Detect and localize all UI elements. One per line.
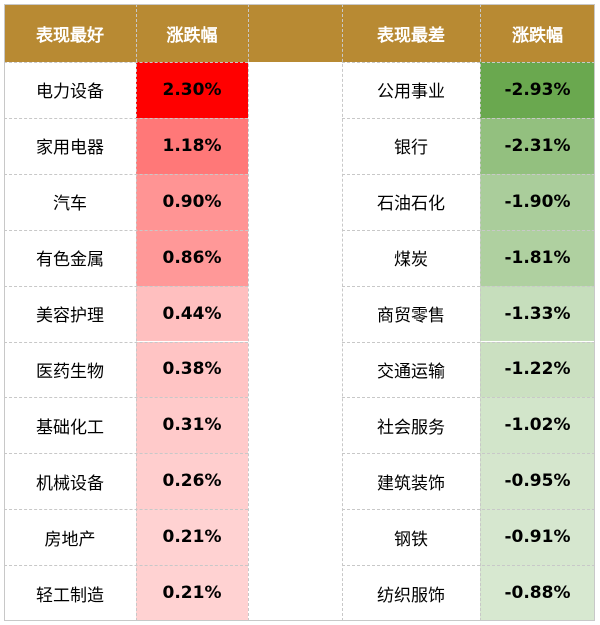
worst-industry: 纺织服饰: [377, 585, 445, 606]
best-industry: 美容护理: [36, 306, 104, 327]
best-industry: 家用电器: [36, 138, 104, 159]
worst-change-value: -1.81%: [480, 229, 595, 286]
header-best-change: 涨跌幅: [166, 25, 218, 46]
header-best: 表现最好: [36, 25, 104, 46]
header-band: [4, 4, 595, 62]
best-industry: 医药生物: [36, 361, 104, 382]
best-industry: 房地产: [44, 529, 96, 550]
worst-change-value: -0.95%: [480, 453, 595, 510]
best-change-value: 0.26%: [136, 453, 248, 510]
performance-table: 表现最好 涨跌幅 表现最差 涨跌幅电力设备 2.30% 家用电器 1.18% 汽车 0.90% 有…: [4, 4, 595, 621]
best-change-value: 0.90%: [136, 173, 248, 230]
worst-change-value: -1.33%: [480, 285, 595, 342]
worst-change-value: -0.91%: [480, 509, 595, 566]
column-divider: [248, 4, 249, 621]
worst-industry: 煤炭: [394, 250, 428, 271]
best-industry: 机械设备: [36, 473, 104, 494]
header-worst: 表现最差: [377, 25, 445, 46]
best-change-value: 0.44%: [136, 285, 248, 342]
worst-change-value: -0.88%: [480, 565, 595, 621]
best-industry: 有色金属: [36, 250, 104, 271]
best-change-value: 0.86%: [136, 229, 248, 286]
best-change-value: 1.18%: [136, 117, 248, 174]
worst-industry: 银行: [394, 138, 428, 159]
worst-change-value: -1.22%: [480, 341, 595, 398]
worst-change-value: -2.31%: [480, 117, 595, 174]
best-change-value: 0.21%: [136, 565, 248, 621]
best-change-value: 0.38%: [136, 341, 248, 398]
header-worst-change: 涨跌幅: [512, 25, 563, 46]
worst-industry: 公用事业: [377, 82, 445, 103]
worst-industry: 石油石化: [377, 194, 445, 215]
worst-change-value: -1.90%: [480, 173, 595, 230]
worst-industry: 社会服务: [377, 417, 445, 438]
worst-industry: 建筑装饰: [377, 473, 445, 494]
best-industry: 基础化工: [36, 417, 104, 438]
worst-industry: 钢铁: [394, 529, 428, 550]
best-industry: 汽车: [53, 194, 87, 215]
best-industry: 电力设备: [36, 82, 104, 103]
worst-change-value: -1.02%: [480, 397, 595, 454]
worst-industry: 交通运输: [377, 361, 445, 382]
best-industry: 轻工制造: [36, 585, 104, 606]
best-change-value: 0.31%: [136, 397, 248, 454]
best-change-value: 2.30%: [136, 62, 248, 118]
best-change-value: 0.21%: [136, 509, 248, 566]
worst-change-value: -2.93%: [480, 62, 595, 118]
worst-industry: 商贸零售: [377, 306, 445, 327]
